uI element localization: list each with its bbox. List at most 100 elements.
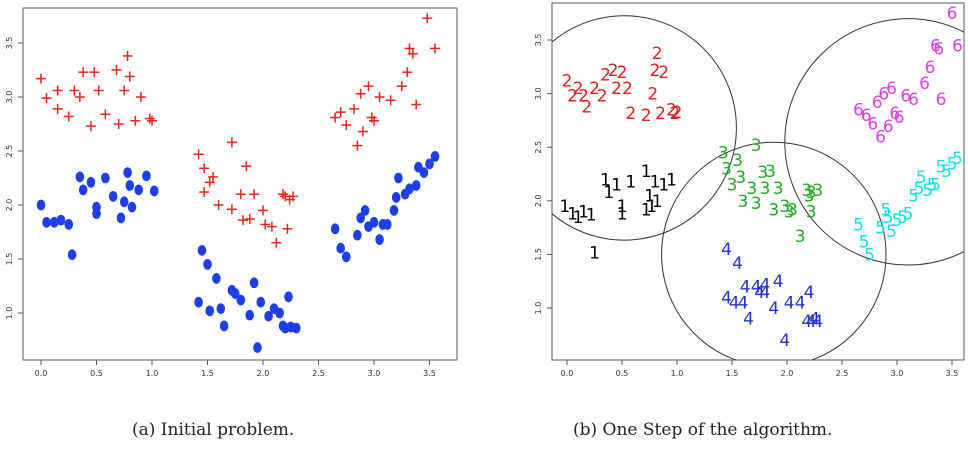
cluster-label-1: 1 bbox=[646, 197, 657, 217]
cluster-label-1: 1 bbox=[641, 162, 652, 182]
dot-marker bbox=[405, 183, 414, 195]
cluster-label-3: 3 bbox=[746, 179, 757, 199]
dot-marker bbox=[149, 185, 159, 197]
cluster-label-1: 1 bbox=[658, 176, 669, 196]
x-tick-label: 3.0 bbox=[368, 369, 381, 378]
cluster-label-4: 4 bbox=[738, 294, 749, 314]
dot-marker bbox=[78, 184, 88, 196]
cluster-label-3: 3 bbox=[751, 136, 762, 156]
plus-marker bbox=[266, 221, 277, 232]
plus-marker bbox=[135, 92, 146, 102]
plus-marker bbox=[430, 43, 441, 54]
plot-frame bbox=[551, 2, 965, 361]
cluster-label-3: 3 bbox=[757, 163, 768, 183]
dot-marker bbox=[212, 273, 221, 284]
y-tick-label: 3.5 bbox=[534, 34, 543, 47]
plus-marker bbox=[147, 115, 157, 126]
dot-marker bbox=[284, 291, 293, 303]
cluster-label-1: 1 bbox=[650, 173, 661, 193]
cluster-circle bbox=[661, 141, 887, 360]
cluster-label-3: 3 bbox=[804, 186, 815, 206]
plus-marker bbox=[352, 140, 363, 151]
cluster-label-1: 1 bbox=[573, 208, 584, 228]
cluster-label-6: 6 bbox=[908, 90, 919, 110]
plus-marker bbox=[111, 65, 122, 75]
cluster-label-4: 4 bbox=[809, 310, 820, 330]
cluster-label-4: 4 bbox=[721, 240, 732, 260]
cluster-label-3: 3 bbox=[806, 183, 817, 203]
cluster-label-4: 4 bbox=[760, 275, 771, 295]
dot-marker bbox=[75, 171, 85, 183]
x-tick-label: 2.5 bbox=[836, 369, 849, 378]
plus-marker bbox=[235, 189, 246, 200]
dot-marker bbox=[36, 199, 46, 211]
plus-marker bbox=[355, 88, 366, 99]
cluster-label-5: 5 bbox=[903, 205, 914, 225]
cluster-label-4: 4 bbox=[729, 294, 740, 314]
x-tick-label: 0.0 bbox=[561, 369, 574, 378]
dot-marker bbox=[42, 216, 51, 228]
cluster-label-3: 3 bbox=[801, 181, 812, 201]
plus-marker bbox=[258, 205, 268, 216]
dot-marker bbox=[205, 305, 215, 317]
plus-marker bbox=[69, 85, 80, 96]
dot-marker bbox=[391, 192, 401, 203]
cluster-label-2: 2 bbox=[611, 79, 622, 99]
plus-marker bbox=[144, 113, 155, 124]
plus-marker bbox=[226, 204, 237, 215]
plus-marker bbox=[122, 50, 133, 61]
cluster-label-3: 3 bbox=[760, 179, 771, 199]
x-tick-label: 2.0 bbox=[781, 369, 794, 378]
panel-a-plot: 0.0 0.5 1.0 1.5 2.0 2.5 3.0 3.5 1.0 1.5 2.0 2.5 3.0 3… bbox=[5, 7, 458, 378]
plus-marker bbox=[335, 107, 346, 118]
cluster-label-2: 2 bbox=[666, 101, 677, 121]
dot-marker bbox=[425, 158, 434, 170]
cluster-label-1: 1 bbox=[617, 197, 628, 217]
cluster-label-2: 2 bbox=[608, 61, 619, 81]
cluster-circle bbox=[784, 18, 964, 266]
dot-marker bbox=[330, 223, 340, 235]
cluster-label-5: 5 bbox=[947, 154, 958, 174]
caption-b: (b) One Step of the algorithm. bbox=[573, 420, 833, 440]
plus-marker bbox=[277, 189, 288, 200]
dot-marker bbox=[249, 277, 259, 289]
cluster-label-6: 6 bbox=[900, 87, 911, 107]
cluster-label-4: 4 bbox=[754, 283, 765, 303]
cluster-label-3: 3 bbox=[787, 200, 798, 220]
cluster-label-1: 1 bbox=[611, 176, 622, 196]
y-tick-label: 2.0 bbox=[5, 199, 14, 212]
y-tick-label: 1.0 bbox=[5, 307, 14, 320]
dot-marker bbox=[245, 309, 254, 321]
dot-marker bbox=[275, 307, 284, 319]
plus-marker bbox=[422, 13, 433, 24]
cluster-label-5: 5 bbox=[886, 222, 897, 242]
plus-marker bbox=[374, 92, 385, 102]
plus-marker bbox=[74, 92, 85, 102]
plus-marker bbox=[63, 111, 74, 122]
cluster-label-2: 2 bbox=[672, 103, 683, 123]
cluster-label-3: 3 bbox=[773, 179, 784, 199]
dot-marker bbox=[264, 310, 273, 322]
cluster-label-3: 3 bbox=[765, 162, 776, 182]
cluster-label-2: 2 bbox=[562, 72, 573, 92]
cluster-label-2: 2 bbox=[625, 104, 636, 124]
cluster-label-2: 2 bbox=[600, 65, 611, 85]
cluster-label-3: 3 bbox=[751, 194, 762, 214]
cluster-label-5: 5 bbox=[927, 176, 938, 196]
y-tick-label: 2.5 bbox=[534, 141, 543, 154]
plus-marker bbox=[369, 115, 379, 126]
dot-marker bbox=[389, 205, 399, 216]
dot-marker bbox=[123, 167, 132, 179]
cluster-label-2: 2 bbox=[650, 61, 661, 81]
dot-marker bbox=[236, 294, 246, 306]
cluster-label-3: 3 bbox=[727, 176, 738, 196]
cluster-label-1: 1 bbox=[589, 243, 600, 263]
x-tick-label: 1.0 bbox=[146, 369, 159, 378]
cluster-label-1: 1 bbox=[603, 183, 614, 203]
cluster-label-2: 2 bbox=[573, 79, 584, 99]
x-tick-label: 3.5 bbox=[423, 369, 436, 378]
y-tick-label: 2.0 bbox=[534, 194, 543, 207]
cluster-label-2: 2 bbox=[578, 87, 589, 107]
x-tick-label: 0.0 bbox=[35, 369, 48, 378]
plus-marker bbox=[41, 93, 52, 104]
